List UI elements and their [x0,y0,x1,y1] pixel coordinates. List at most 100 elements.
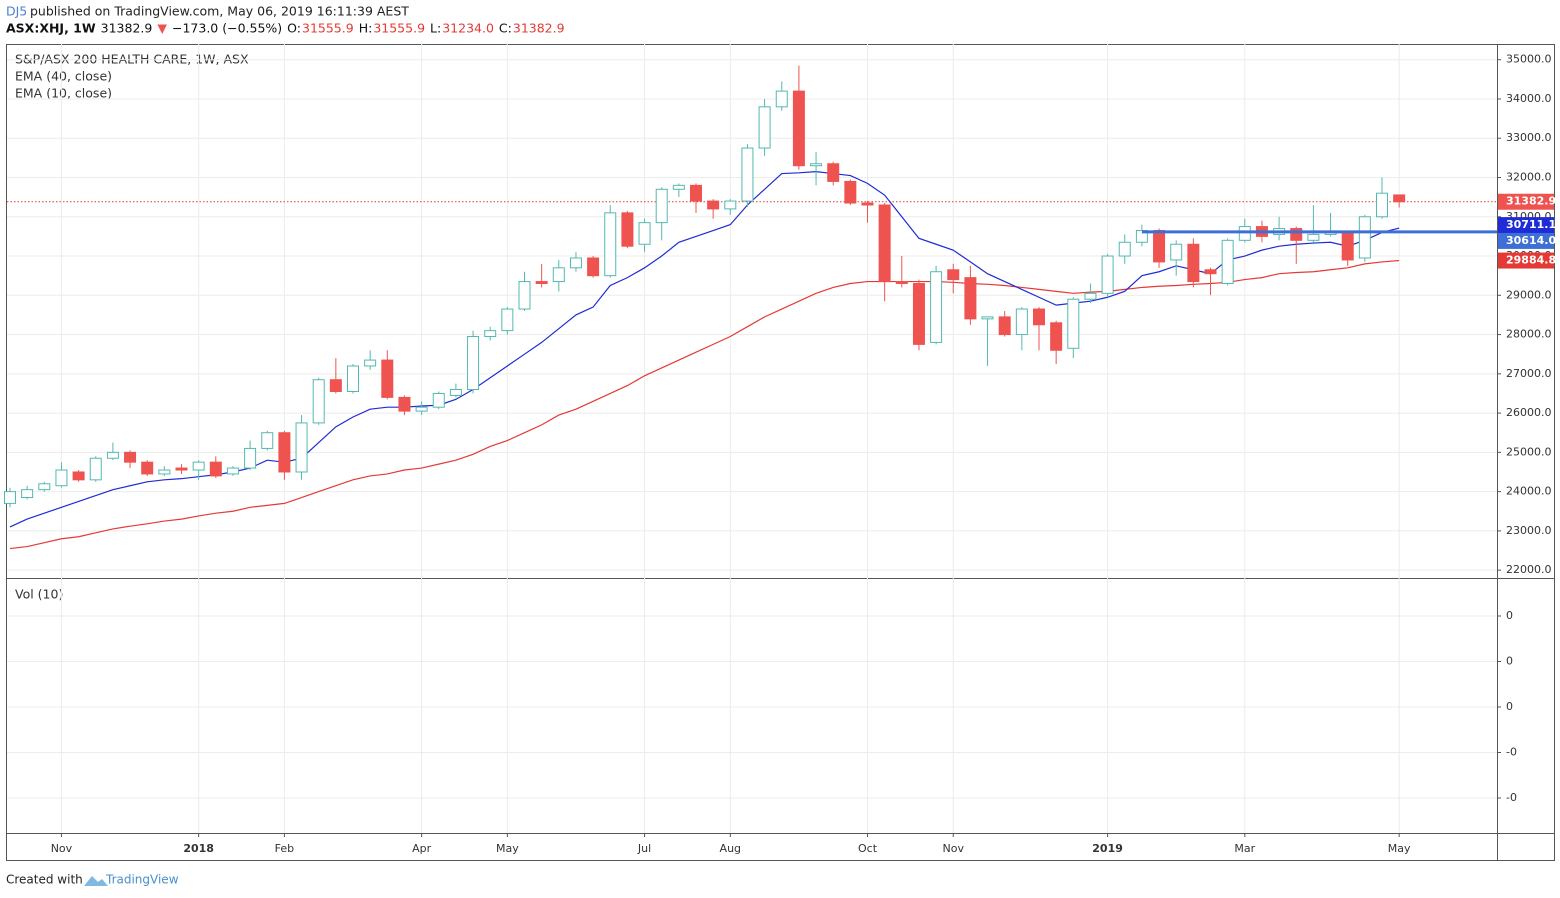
candle-body [1067,298,1080,349]
x-tick-label: Nov [943,842,965,855]
candle-body [878,204,891,283]
volume-tick-label: 0 [1506,655,1513,668]
price-label: 30614.0 [1506,234,1556,247]
candle-body [4,491,16,504]
candle-body [672,184,685,190]
y-tick-label: 32000.0 [1506,171,1552,184]
footer-brand[interactable]: TradingView [105,873,179,887]
candle-body [1238,226,1251,241]
candle-body [861,202,874,206]
candle-body [21,489,34,499]
price-label: 30711.1 [1506,218,1556,231]
candle-body [827,163,840,182]
y-tick-label: 23000.0 [1506,524,1552,537]
x-tick-label: Mar [1234,842,1255,855]
author: DJ5 [6,4,27,19]
quote-o-label: O: [287,21,301,36]
y-tick-label: 28000.0 [1506,328,1552,341]
candle-body [1118,241,1131,257]
quote-c-label: C: [499,21,512,36]
volume-tick-label: -0 [1506,746,1517,759]
y-tick-label: 34000.0 [1506,92,1552,105]
candle-body [758,106,771,149]
candle-body [1101,255,1114,294]
candle-body [1393,194,1406,203]
candle-body [810,163,823,167]
candle-body [621,212,634,247]
x-tick-label: May [1388,842,1411,855]
candle-body [1015,308,1028,336]
price-label: 31382.9 [1506,195,1556,208]
candle-body [552,267,565,283]
frame [6,44,1555,861]
volume-tick-label: -0 [1506,791,1517,804]
quote-last: 31382.9 [101,21,153,36]
y-tick-label: 26000.0 [1506,406,1552,419]
candle-body [124,451,137,463]
candle-body [724,200,737,210]
candle-body [912,283,925,345]
quote-c: 31382.9 [513,21,565,36]
price-label-box [1498,193,1554,210]
candle-body [347,365,359,392]
candle-body [1050,322,1063,351]
candle-body [501,308,514,332]
legend-entry: EMA (10, close) [15,86,112,101]
x-tick-label: Apr [412,842,432,855]
chart-title: S&P/ASX 200 HEALTH CARE, 1W, ASX [15,52,249,67]
candle-body [295,422,308,473]
candle-body [947,269,960,281]
candle-body [844,180,857,204]
candle-body [312,379,325,424]
candle-body [1341,231,1354,261]
candle-body [587,257,600,277]
candle-body [278,432,291,473]
y-tick-label: 24000.0 [1506,485,1552,498]
candle-body [792,90,805,167]
candle-body [1290,228,1303,241]
candle-body [484,330,497,338]
x-tick-label: Oct [858,842,878,855]
quote-change: −173.0 (−0.55%) [172,21,282,36]
candle-body [329,379,342,392]
candle-body [518,281,531,310]
quote-h: 31555.9 [373,21,425,36]
candle-body [209,461,222,477]
candle-body [1221,239,1234,285]
quote-o: 31555.9 [302,21,354,36]
candle-body [1170,243,1183,261]
candle-body [106,451,119,459]
candle-body [655,188,668,224]
x-tick-label: Jul [637,842,651,855]
candle-body [775,90,788,108]
candle-body [226,467,239,475]
candle-body [1307,233,1320,241]
candle-body [467,336,480,391]
candle-body [38,483,51,491]
candle-body [192,461,205,471]
ema-line [9,259,1400,550]
candle-body [604,212,617,277]
ema-line [9,171,1400,528]
volume-title: Vol (10) [15,587,63,602]
candle-body [981,316,994,320]
x-tick-label: Nov [51,842,73,855]
candle-body [449,389,462,396]
price-label: 29884.8 [1506,254,1556,267]
volume-tick-label: 0 [1506,700,1513,713]
candle-body [1084,292,1097,300]
candle-body [175,467,188,471]
logo [84,876,108,886]
candle-body [364,359,377,367]
quote-symbol: ASX:XHJ, 1W [6,21,96,36]
y-tick-label: 25000.0 [1506,445,1552,458]
candle-body [158,469,171,475]
candle-body [998,316,1011,336]
candle-body [55,469,68,487]
x-tick-label: May [496,842,519,855]
candle-body [1187,243,1200,283]
candle-body [398,396,411,412]
candle-body [381,359,394,398]
price-label-box [1498,232,1554,249]
